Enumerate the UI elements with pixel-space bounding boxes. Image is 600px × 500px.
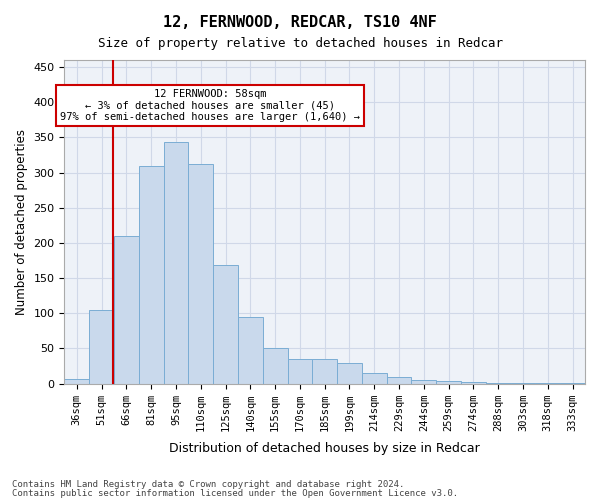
Text: 12 FERNWOOD: 58sqm
← 3% of detached houses are smaller (45)
97% of semi-detached: 12 FERNWOOD: 58sqm ← 3% of detached hous… xyxy=(60,89,360,122)
Bar xyxy=(64,378,89,384)
Bar xyxy=(89,310,114,384)
Bar xyxy=(560,383,585,384)
Bar xyxy=(486,383,511,384)
Bar xyxy=(362,373,386,384)
Bar xyxy=(164,142,188,384)
Bar xyxy=(511,383,535,384)
Bar xyxy=(412,380,436,384)
Text: Contains HM Land Registry data © Crown copyright and database right 2024.: Contains HM Land Registry data © Crown c… xyxy=(12,480,404,489)
Bar xyxy=(188,164,213,384)
Bar xyxy=(461,382,486,384)
Bar xyxy=(139,166,164,384)
Bar xyxy=(238,317,263,384)
Text: Contains public sector information licensed under the Open Government Licence v3: Contains public sector information licen… xyxy=(12,490,458,498)
Bar xyxy=(386,378,412,384)
Bar xyxy=(287,359,313,384)
Bar xyxy=(436,381,461,384)
X-axis label: Distribution of detached houses by size in Redcar: Distribution of detached houses by size … xyxy=(169,442,480,455)
Bar xyxy=(213,266,238,384)
Bar xyxy=(535,383,560,384)
Text: Size of property relative to detached houses in Redcar: Size of property relative to detached ho… xyxy=(97,38,503,51)
Bar xyxy=(114,236,139,384)
Bar xyxy=(263,348,287,384)
Bar xyxy=(337,364,362,384)
Bar xyxy=(313,359,337,384)
Text: 12, FERNWOOD, REDCAR, TS10 4NF: 12, FERNWOOD, REDCAR, TS10 4NF xyxy=(163,15,437,30)
Y-axis label: Number of detached properties: Number of detached properties xyxy=(15,129,28,315)
